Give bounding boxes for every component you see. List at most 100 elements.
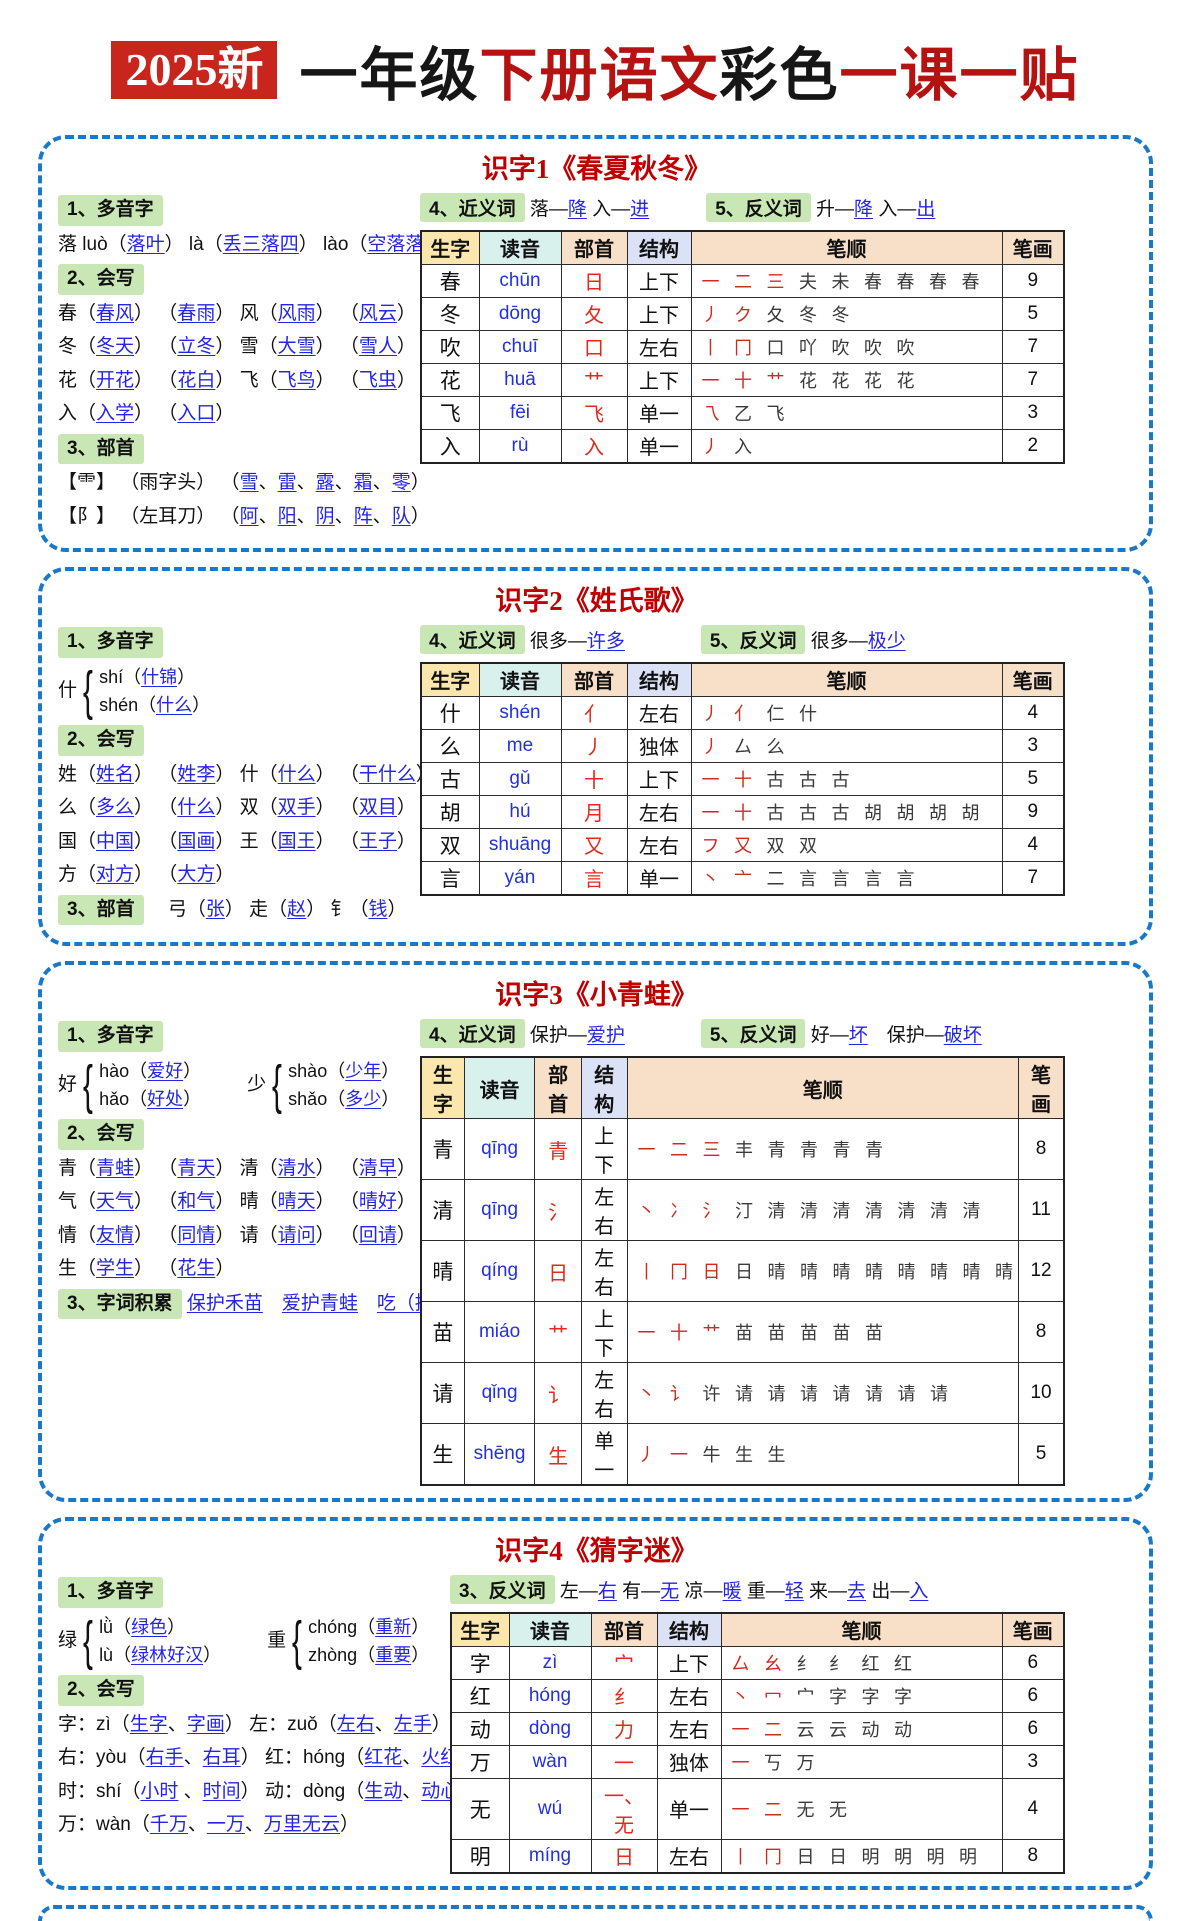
stroke-order-cell: 丶 亠 二 言 言 言 言	[690, 860, 1003, 895]
text-segment: 右：yòu（	[58, 1747, 146, 1769]
stroke-segment: 二 言 言 言 言	[754, 868, 917, 889]
text-segment: 千万	[149, 1814, 188, 1836]
char-cell: 吹	[420, 329, 480, 364]
text-segment: 冬（	[58, 336, 97, 357]
text-segment: 钱	[368, 898, 388, 920]
text-segment	[263, 1293, 282, 1314]
table-row: 苗 miáo 艹 上下 一 十 艹 苗 苗 苗 苗 苗 8	[420, 1301, 1065, 1364]
stroke-count-cell: 9	[1001, 794, 1065, 829]
text-segment: 破坏	[943, 1025, 982, 1047]
notes-row: 1、多音字	[58, 1021, 420, 1052]
stroke-segment: 仁 什	[754, 703, 819, 724]
table-head: 生字 读音 部首 结构 笔顺 笔画	[420, 230, 1065, 265]
text-segment: 姓名	[96, 763, 135, 785]
text-segment: ）	[396, 1157, 416, 1179]
char-cell: 动	[450, 1711, 510, 1746]
text-segment: hǎo（	[99, 1089, 148, 1110]
text-segment: 生动	[364, 1780, 403, 1802]
notes-row: 时：shí（小时 、时间） 动：dòng（生动、动心）	[58, 1778, 478, 1807]
text-segment: 爱好	[147, 1060, 184, 1081]
stroke-count-cell: 8	[1001, 1838, 1065, 1874]
text-segment: 落—	[524, 199, 568, 220]
text-segment: 出—	[866, 1581, 910, 1603]
pinyin-cell: shén	[478, 695, 562, 730]
text-segment: 降	[854, 199, 874, 220]
pinyin-cell: wú	[508, 1777, 592, 1840]
text-segment: 青（	[58, 1157, 97, 1179]
stroke-segment: 一 十 艹	[701, 370, 787, 391]
text-segment: ） （	[134, 1224, 178, 1246]
structure-cell: 左右	[656, 1838, 722, 1874]
stroke-count-cell: 3	[1001, 1744, 1065, 1779]
page-header: 2025新 一年级下册语文彩色一课一贴	[0, 0, 1191, 120]
polyphone-readings: hào（爱好） hǎo（好处）	[99, 1057, 201, 1115]
text-segment: ）	[381, 1060, 400, 1081]
char-cell: 万	[450, 1744, 510, 1779]
polyphone-readings: shí（什锦） shén（什么）	[99, 663, 210, 721]
text-segment: ） （	[134, 1258, 178, 1280]
text-segment: 队	[391, 505, 411, 527]
table-row: 花 huā 艹 上下 一 十 艹 花 花 花 花 7	[420, 362, 1065, 397]
char-cell: 双	[420, 827, 480, 862]
char-cell: 飞	[420, 395, 480, 430]
structure-cell: 上下	[580, 1301, 628, 1364]
text-segment: 、	[258, 505, 278, 527]
text-segment: ）	[203, 1645, 222, 1666]
table-row: 言 yán 言 单一 丶 亠 二 言 言 言 言 7	[420, 860, 1065, 895]
text-segment: 、	[167, 1713, 187, 1735]
card-content: 1、多音字 什	[58, 622, 1135, 930]
stroke-count-cell: 2	[1001, 428, 1065, 463]
structure-cell: 独体	[656, 1744, 722, 1779]
text-segment: 绿林好汉	[131, 1645, 204, 1666]
text-segment: shén（	[99, 695, 157, 716]
stroke-segment: 丶 冫 氵	[637, 1201, 723, 1222]
text-segment: 冬天	[96, 336, 135, 357]
table-head: 生字 读音 部首 结构 笔顺 笔画	[420, 1056, 1065, 1120]
structure-cell: 单一	[626, 428, 692, 463]
text-segment: ） （	[134, 369, 178, 391]
reading-line: chóng（重新）	[308, 1613, 429, 1642]
text-segment: ） 晴（	[215, 1191, 278, 1213]
structure-cell: 左右	[626, 695, 692, 730]
stroke-count-cell: 5	[1001, 761, 1065, 796]
table-row: 万 wàn 一 独体 一 丂 万 3	[450, 1744, 1065, 1779]
text-segment: ）	[396, 302, 416, 324]
stroke-order-cell: 丿 ク 夂 冬 冬	[690, 296, 1003, 331]
stroke-segment: 一 二	[731, 1799, 784, 1820]
header-count: 笔画	[1018, 1056, 1065, 1120]
header-radical: 部首	[560, 662, 628, 697]
text-segment: 红花	[364, 1747, 403, 1769]
header-char: 生字	[420, 230, 480, 265]
stroke-segment: 丰 青 青 青 青	[722, 1140, 886, 1161]
text-segment: 入口	[177, 403, 216, 424]
text-segment: ）	[381, 1089, 400, 1110]
notes-row: 3、字词积累 保护禾苗 爱护青蛙 吃（捉）害虫	[58, 1288, 491, 1320]
text-segment: 重—	[741, 1581, 785, 1603]
text-segment: ） （	[315, 1191, 359, 1213]
notes-row: 1、多音字	[58, 195, 420, 226]
notes-row: 万：wàn（千万、一万、万里无云）	[58, 1811, 450, 1840]
header-count: 笔画	[1001, 1612, 1065, 1647]
text-segment: ）	[411, 1616, 430, 1637]
text-segment: shào（	[288, 1060, 346, 1081]
text-segment: 爱护	[586, 1025, 625, 1047]
text-segment: ） là（	[164, 233, 223, 255]
stroke-count-cell: 9	[1001, 263, 1065, 298]
stroke-segment: 一 十	[701, 802, 754, 823]
text-segment: 阿	[239, 505, 259, 527]
stroke-segment: 一	[731, 1752, 752, 1773]
table-row: 动 dòng 力 左右 一 二 云 云 动 动 6	[450, 1711, 1065, 1746]
reading-line: hào（爱好）	[99, 1057, 201, 1086]
notes-row: 1、多音字	[58, 1577, 450, 1608]
text-segment: 落叶	[126, 233, 165, 255]
header-structure: 结构	[626, 230, 692, 265]
title-part: 下册语文	[479, 43, 720, 108]
structure-cell: 左右	[626, 329, 692, 364]
notes-row: 字：zì（生字、字画） 左：zuǒ（左右、左手）	[58, 1711, 451, 1740]
stroke-order-cell: 丨 冂 日 日 明 明 明 明	[720, 1838, 1003, 1874]
stroke-count-cell: 5	[1018, 1423, 1065, 1486]
text-segment: 4、近义词	[420, 625, 525, 654]
stroke-order-cell: 丨 冂 日 日 晴 晴 晴 晴 晴 晴 晴 晴	[626, 1240, 1020, 1303]
stroke-segment: 日 晴 晴 晴 晴 晴 晴 晴 晴	[722, 1262, 1016, 1283]
stroke-segment: 夫 未 春 春 春 春	[786, 271, 982, 292]
